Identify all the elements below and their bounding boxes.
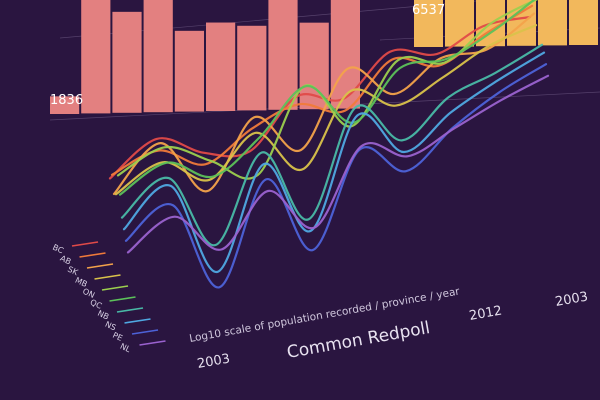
bar: [569, 0, 598, 45]
bar: [50, 96, 80, 114]
legend-swatch: [124, 318, 151, 324]
bar: [206, 22, 236, 112]
legend-swatch: [139, 340, 166, 346]
bar: [414, 0, 443, 48]
legend-label: SK: [66, 265, 80, 278]
bar: [237, 25, 267, 111]
bar-value-label: 1836: [50, 93, 83, 108]
legend-swatch: [131, 329, 159, 335]
bar: [268, 0, 298, 110]
x-tick-label: 2003: [196, 351, 231, 372]
bar: [112, 11, 142, 113]
bar: [445, 0, 474, 47]
legend-label: BC: [51, 243, 65, 256]
x-tick-label: 2012: [468, 303, 503, 324]
legend-label: NB: [96, 309, 110, 322]
x-tick-label: 2003: [554, 289, 589, 310]
legend-swatch: [71, 241, 99, 247]
bar: [538, 0, 567, 46]
legend-swatch: [116, 307, 144, 313]
bar: [174, 30, 204, 112]
bar: [143, 0, 173, 113]
bar: [81, 0, 111, 114]
line-series-group: [108, 0, 550, 289]
legend-swatch: [109, 296, 136, 302]
bar-value-label: 6537: [412, 3, 445, 18]
series-line: [122, 51, 546, 273]
series-line: [108, 15, 532, 180]
legend-label: NS: [104, 320, 118, 333]
bar: [330, 0, 360, 109]
series-line: [124, 63, 548, 289]
legend-swatch: [94, 274, 121, 280]
series-line: [120, 43, 544, 247]
legend-label: AB: [59, 254, 73, 267]
legend-label: PE: [111, 331, 124, 343]
series-line: [126, 74, 550, 254]
legend-label: NL: [119, 342, 133, 355]
series-line: [118, 0, 536, 196]
legend-swatch: [86, 263, 114, 269]
bar-chart-left: 1836: [50, 0, 360, 114]
chart-title: Common Redpoll: [285, 318, 431, 363]
series-line: [114, 24, 538, 196]
legend-swatch: [79, 252, 106, 258]
legend-swatch: [101, 285, 129, 291]
bar-chart-right: 6537: [412, 0, 598, 48]
